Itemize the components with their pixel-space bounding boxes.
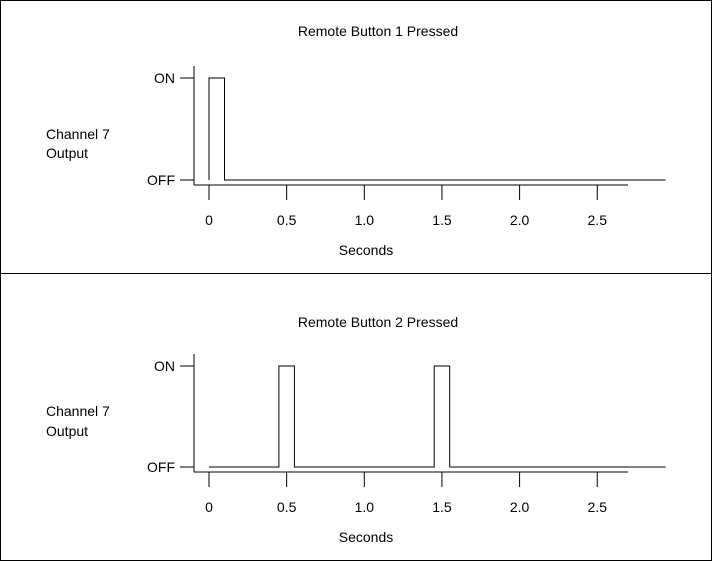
chart-panel-1: Remote Button 1 Pressed Channel 7 Output OF… <box>46 23 666 258</box>
y-axis-label-line-1: Channel 7 <box>46 403 110 419</box>
charts-group: Remote Button 1 Pressed Channel 7 Output OF… <box>46 23 666 545</box>
signal-series-line <box>209 365 666 468</box>
y-tick-label: ON <box>154 70 175 86</box>
y-tick-label: OFF <box>147 172 175 188</box>
x-tick-label: 0 <box>205 212 213 228</box>
y-axis-label-line-2: Output <box>46 145 88 161</box>
x-tick-label: 0 <box>205 499 213 515</box>
y-tick-label: OFF <box>147 459 175 475</box>
x-tick-label: 1.5 <box>432 212 452 228</box>
x-tick-label: 1.0 <box>355 499 375 515</box>
y-axis-label-line-1: Channel 7 <box>46 126 110 142</box>
y-tick-label: ON <box>154 358 175 374</box>
x-axis-label: Seconds <box>339 529 393 545</box>
x-tick-label: 2.5 <box>588 212 608 228</box>
x-tick-label: 2.0 <box>510 212 530 228</box>
x-tick-label: 1.0 <box>355 212 375 228</box>
x-tick-label: 1.5 <box>432 499 452 515</box>
x-tick-label: 2.5 <box>588 499 608 515</box>
chart-title: Remote Button 2 Pressed <box>298 314 458 330</box>
chart-title: Remote Button 1 Pressed <box>298 23 458 39</box>
x-tick-label: 0.5 <box>277 212 297 228</box>
y-axis-label-line-2: Output <box>46 423 88 439</box>
signal-series-line <box>208 77 666 181</box>
x-axis-label: Seconds <box>339 242 393 258</box>
x-tick-label: 2.0 <box>510 499 530 515</box>
chart-panel-2: Remote Button 2 Pressed Channel 7 Output OF… <box>46 314 666 545</box>
x-tick-label: 0.5 <box>277 499 297 515</box>
